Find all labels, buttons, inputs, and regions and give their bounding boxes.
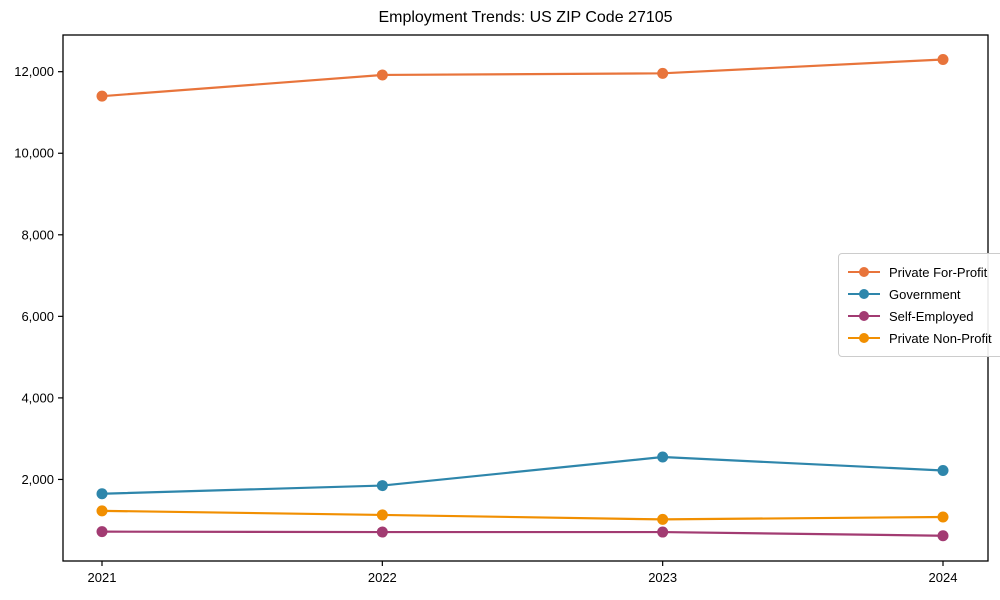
x-tick-label: 2023 <box>648 570 677 585</box>
x-tick-label: 2022 <box>368 570 397 585</box>
legend-item-private-non-profit: Private Non-Profit <box>848 327 992 349</box>
y-tick-label: 10,000 <box>14 146 54 161</box>
legend-label: Self-Employed <box>889 308 974 324</box>
data-point-government-2023 <box>657 451 669 463</box>
series-line-government <box>101 455 944 495</box>
legend-label: Government <box>889 286 961 302</box>
y-tick-label: 12,000 <box>14 64 54 79</box>
legend-item-government: Government <box>848 283 992 305</box>
data-point-private-for-profit-2022 <box>376 69 388 81</box>
data-point-private-for-profit-2021 <box>96 90 108 102</box>
data-point-private-for-profit-2023 <box>657 67 669 79</box>
legend-marker-icon <box>848 288 880 300</box>
data-point-private-non-profit-2021 <box>96 505 108 517</box>
data-point-self-employed-2024 <box>937 530 949 542</box>
data-point-self-employed-2022 <box>376 526 388 538</box>
y-tick-label: 2,000 <box>21 472 54 487</box>
chart-title: Employment Trends: US ZIP Code 27105 <box>378 9 673 26</box>
legend-marker-icon <box>848 266 880 278</box>
series-line-private-non-profit <box>101 509 944 521</box>
data-point-government-2021 <box>96 488 108 500</box>
legend-marker-icon <box>848 332 880 344</box>
data-point-private-non-profit-2024 <box>937 511 949 523</box>
x-tick-label: 2021 <box>88 570 117 585</box>
data-point-government-2022 <box>376 480 388 492</box>
data-point-private-non-profit-2022 <box>376 509 388 521</box>
data-point-private-for-profit-2024 <box>937 53 949 65</box>
data-point-government-2024 <box>937 464 949 476</box>
legend-label: Private For-Profit <box>889 264 988 280</box>
y-tick-label: 6,000 <box>21 309 54 324</box>
legend-item-private-for-profit: Private For-Profit <box>848 261 992 283</box>
y-tick-label: 4,000 <box>21 390 54 405</box>
data-point-self-employed-2023 <box>657 526 669 538</box>
legend: Private For-Profit Government Self-Employe… <box>838 253 1000 357</box>
legend-label: Private Non-Profit <box>889 330 992 346</box>
legend-marker-icon <box>848 310 880 322</box>
data-point-self-employed-2021 <box>96 526 108 538</box>
series-line-private-for-profit <box>101 58 944 98</box>
legend-item-self-employed: Self-Employed <box>848 305 992 327</box>
y-tick-label: 8,000 <box>21 227 54 242</box>
series-line-self-employed <box>101 530 944 537</box>
data-point-private-non-profit-2023 <box>657 513 669 525</box>
x-tick-label: 2024 <box>929 570 958 585</box>
